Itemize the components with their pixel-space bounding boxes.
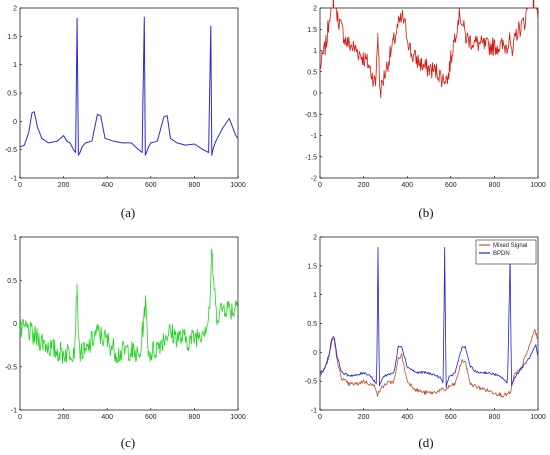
plot-area bbox=[19, 236, 239, 411]
x-tick-label: 400 bbox=[101, 414, 113, 421]
panel-label: (d) bbox=[418, 435, 433, 450]
plot-area bbox=[319, 7, 539, 179]
x-tick-label: 600 bbox=[445, 414, 457, 421]
series-line-signal bbox=[19, 248, 239, 364]
y-tick-label: -1 bbox=[11, 408, 17, 415]
chart-panel-a: 0 200 400 600 800 1000 -1 -0.5 0 0.5 1 1.5 2 (a) bbox=[5, 6, 246, 221]
y-tick-label: -0.5 bbox=[5, 364, 17, 371]
x-tick-label: 400 bbox=[101, 182, 113, 189]
y-tick-label: -0.5 bbox=[305, 112, 317, 119]
x-tick-label: 1000 bbox=[230, 182, 246, 189]
y-tick-label: -0.5 bbox=[305, 379, 317, 386]
y-tick-label: 1 bbox=[13, 235, 17, 242]
series-line-bpdn bbox=[319, 246, 539, 388]
x-tick-label: 600 bbox=[445, 182, 457, 189]
x-tick-label: 1000 bbox=[230, 414, 246, 421]
y-tick-label: 1 bbox=[13, 62, 17, 69]
y-tick-label: 1.5 bbox=[307, 27, 317, 34]
y-tick-label: 1.5 bbox=[7, 34, 17, 41]
x-tick-label: 600 bbox=[145, 414, 157, 421]
x-tick-label: 0 bbox=[18, 414, 22, 421]
plot-area bbox=[19, 7, 239, 179]
y-tick-label: 1 bbox=[313, 48, 317, 55]
y-tick-label: -1 bbox=[311, 133, 317, 140]
x-tick-label: 200 bbox=[358, 182, 370, 189]
x-tick-label: 200 bbox=[358, 414, 370, 421]
y-tick-label: 0 bbox=[313, 91, 317, 98]
legend-entry: Mixed Signal bbox=[493, 243, 527, 249]
plot-area bbox=[319, 236, 539, 411]
chart-panel-d: 0 200 400 600 800 1000 -1 -0.5 0 0.5 1 1.5 2 Mixed Si… bbox=[305, 235, 546, 451]
series-line-signal bbox=[19, 16, 239, 156]
x-tick-label: 800 bbox=[489, 414, 501, 421]
x-tick-label: 0 bbox=[318, 414, 322, 421]
x-tick-label: 800 bbox=[189, 414, 201, 421]
y-tick-label: 0.5 bbox=[7, 278, 17, 285]
y-tick-label: -0.5 bbox=[5, 147, 17, 154]
series-line-mixed-signal bbox=[319, 328, 539, 398]
panel-label: (b) bbox=[418, 205, 433, 220]
y-tick-label: -1.5 bbox=[305, 154, 317, 161]
panel-label: (a) bbox=[121, 205, 135, 220]
x-tick-label: 400 bbox=[401, 182, 413, 189]
x-tick-label: 200 bbox=[58, 182, 70, 189]
x-tick-label: 400 bbox=[401, 414, 413, 421]
y-tick-label: 0.5 bbox=[7, 91, 17, 98]
y-tick-label: 1 bbox=[313, 292, 317, 299]
y-tick-label: 2 bbox=[13, 6, 17, 13]
legend-box bbox=[475, 239, 537, 265]
y-tick-label: 2 bbox=[313, 6, 317, 13]
y-tick-label: 0 bbox=[13, 119, 17, 126]
chart-panel-b: 0 200 400 600 800 1000 -2 -1.5 -1 -0.5 0 0.5 1 1.5 2 (b… bbox=[305, 0, 546, 220]
x-tick-label: 800 bbox=[189, 182, 201, 189]
y-tick-label: 1.5 bbox=[307, 263, 317, 270]
y-tick-label: 0.5 bbox=[307, 321, 317, 328]
x-tick-label: 0 bbox=[318, 182, 322, 189]
chart-panel-c: 0 200 400 600 800 1000 -1 -0.5 0 0.5 1 (c) bbox=[5, 235, 246, 451]
series-line-signal bbox=[319, 0, 539, 99]
x-tick-label: 1000 bbox=[530, 182, 546, 189]
x-tick-label: 800 bbox=[489, 182, 501, 189]
legend: Mixed Signal BPDN bbox=[475, 239, 537, 265]
x-tick-label: 600 bbox=[145, 182, 157, 189]
y-tick-label: 0 bbox=[13, 321, 17, 328]
legend-entry: BPDN bbox=[493, 251, 510, 257]
panel-label: (c) bbox=[121, 435, 135, 450]
y-tick-label: -1 bbox=[11, 176, 17, 183]
y-tick-label: 0.5 bbox=[307, 69, 317, 76]
y-tick-label: -2 bbox=[311, 176, 317, 183]
x-tick-label: 200 bbox=[58, 414, 70, 421]
y-tick-label: 0 bbox=[313, 350, 317, 357]
x-tick-label: 1000 bbox=[530, 414, 546, 421]
y-tick-label: 2 bbox=[313, 235, 317, 242]
x-tick-label: 0 bbox=[18, 182, 22, 189]
y-tick-label: -1 bbox=[311, 408, 317, 415]
